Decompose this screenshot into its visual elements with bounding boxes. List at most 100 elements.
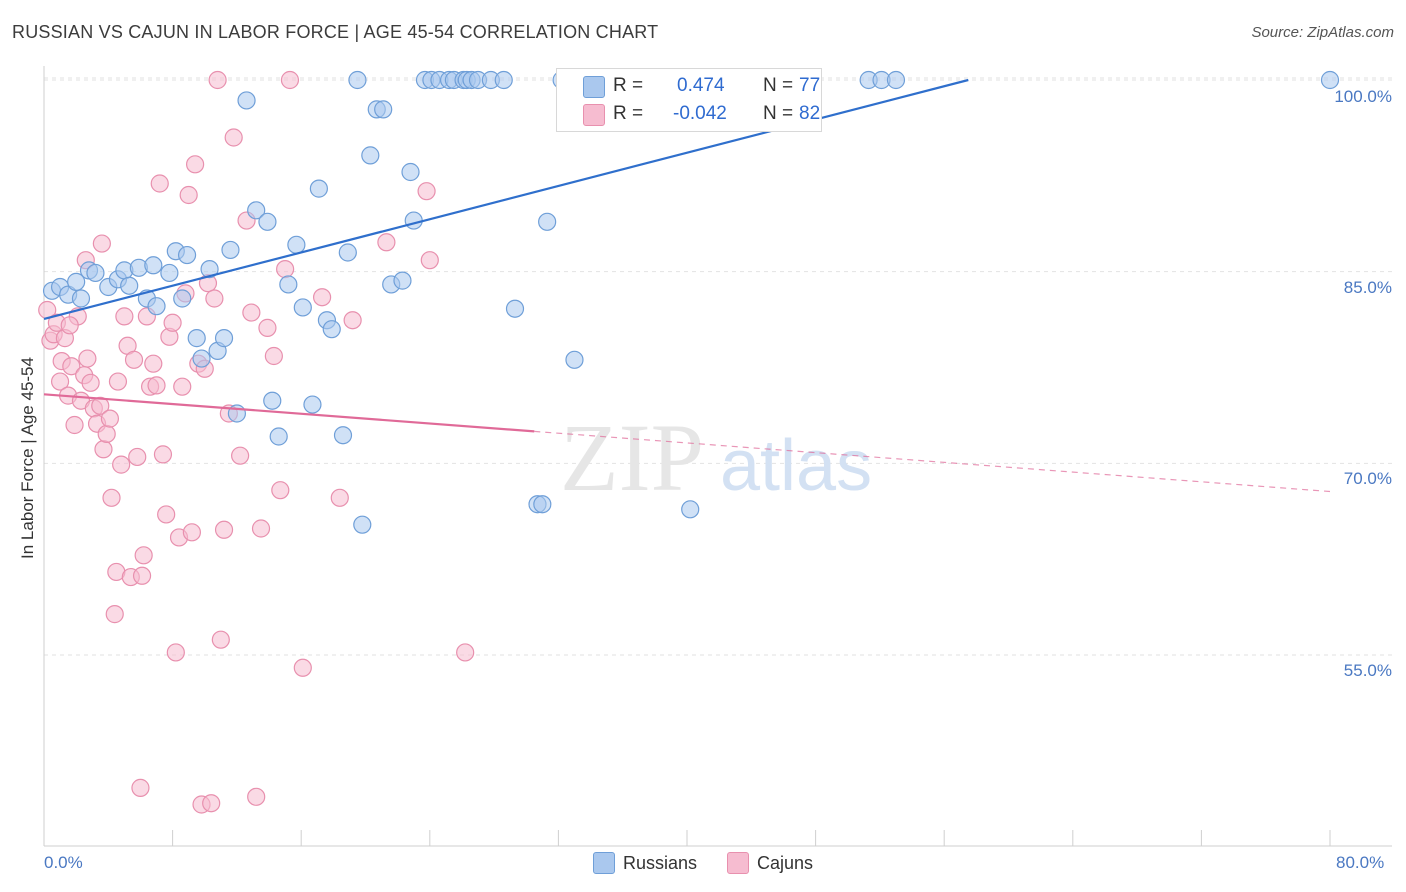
russians-point bbox=[401, 162, 420, 182]
cajuns-point bbox=[157, 505, 176, 524]
russians-point bbox=[279, 275, 298, 294]
russians-point bbox=[86, 263, 105, 283]
russians-point bbox=[309, 179, 328, 198]
cajuns-point bbox=[271, 481, 290, 500]
cajuns-trend-line bbox=[43, 393, 535, 433]
cajuns-point bbox=[179, 185, 198, 205]
cajuns-trend-extension bbox=[534, 430, 1331, 493]
cajuns-point bbox=[208, 70, 227, 90]
n-label: N = bbox=[763, 75, 794, 96]
cajuns-point bbox=[78, 349, 97, 368]
russians-point bbox=[200, 260, 219, 279]
watermark: ZIP atlas bbox=[560, 404, 872, 511]
cajuns-point bbox=[102, 488, 121, 507]
cajuns-point bbox=[343, 311, 362, 330]
series-russians bbox=[42, 70, 1340, 534]
cajuns-r-value: -0.042 bbox=[673, 103, 727, 124]
legend-item-cajuns[interactable]: Cajuns bbox=[727, 852, 813, 874]
cajuns-point bbox=[108, 372, 128, 391]
cajuns-point bbox=[173, 377, 192, 396]
cajuns-point bbox=[124, 350, 144, 369]
cajuns-point bbox=[211, 630, 230, 649]
russians-point bbox=[247, 201, 266, 220]
cajuns-point bbox=[144, 354, 163, 373]
cajuns-point bbox=[94, 440, 113, 459]
cajuns-swatch bbox=[583, 104, 605, 126]
russians-point bbox=[120, 276, 139, 295]
russians-point bbox=[494, 70, 513, 90]
cajuns-point bbox=[264, 346, 283, 366]
russians-legend-swatch bbox=[592, 852, 615, 874]
russians-point bbox=[263, 391, 282, 410]
n-label: N = bbox=[763, 103, 794, 124]
cajuns-point bbox=[293, 658, 312, 677]
legend-label-cajuns: Cajuns bbox=[757, 852, 814, 873]
russians-point bbox=[681, 500, 700, 519]
cajuns-point bbox=[115, 307, 134, 326]
r-label: R = bbox=[613, 75, 644, 96]
russians-point bbox=[144, 256, 163, 275]
watermark-zip: ZIP bbox=[560, 404, 704, 511]
cajuns-point bbox=[276, 260, 295, 279]
watermark-atlas: atlas bbox=[720, 426, 872, 506]
cajuns-point bbox=[105, 605, 124, 624]
cajuns-legend-swatch bbox=[727, 852, 749, 874]
legend-item-russians[interactable]: Russians bbox=[592, 852, 697, 874]
russians-point bbox=[393, 271, 412, 290]
russians-point bbox=[67, 272, 86, 291]
r-label: R = bbox=[613, 103, 644, 124]
cajuns-point bbox=[182, 523, 201, 542]
cajuns-point bbox=[132, 566, 152, 585]
russians-point bbox=[348, 70, 367, 90]
cajuns-point bbox=[153, 445, 173, 464]
russians-point bbox=[71, 289, 91, 308]
russians-point bbox=[886, 70, 906, 90]
russians-point bbox=[177, 245, 197, 265]
russians-point bbox=[322, 320, 341, 339]
cajuns-point bbox=[377, 233, 396, 252]
stats-legend: R = 0.474 N = 77 R = -0.042 N = 82 bbox=[556, 68, 822, 132]
cajuns-point bbox=[100, 409, 120, 428]
russians-point bbox=[404, 211, 423, 230]
russians-point bbox=[565, 350, 584, 369]
russians-point bbox=[333, 426, 353, 445]
cajuns-point bbox=[224, 128, 243, 147]
russians-r-value: 0.474 bbox=[677, 75, 725, 96]
cajuns-point bbox=[150, 174, 169, 193]
cajuns-point bbox=[202, 794, 221, 813]
cajuns-point bbox=[134, 546, 153, 565]
russians-point bbox=[287, 235, 306, 254]
russians-point bbox=[374, 100, 393, 119]
russians-point bbox=[505, 299, 525, 318]
y-tick-55: 55.0% bbox=[1343, 661, 1392, 680]
cajuns-point bbox=[91, 396, 110, 415]
cajuns-point bbox=[65, 415, 84, 435]
legend-label-russians: Russians bbox=[622, 852, 697, 873]
cajuns-point bbox=[456, 643, 475, 662]
cajuns-point bbox=[242, 303, 261, 322]
cajuns-point bbox=[81, 373, 100, 392]
cajuns-point bbox=[247, 787, 266, 806]
cajuns-point bbox=[214, 520, 234, 539]
cajuns-point bbox=[186, 155, 205, 174]
russians-point bbox=[269, 427, 288, 446]
cajuns-point bbox=[166, 643, 185, 662]
cajuns-point bbox=[60, 316, 79, 335]
cajuns-point bbox=[163, 313, 182, 332]
cajuns-point bbox=[92, 234, 111, 253]
russians-point bbox=[160, 263, 179, 283]
gridlines bbox=[44, 77, 1392, 656]
cajuns-point bbox=[131, 778, 150, 797]
russians-point bbox=[361, 146, 380, 165]
cajuns-point bbox=[312, 288, 332, 307]
y-tick-70: 70.0% bbox=[1343, 469, 1392, 488]
x-tick-min: 0.0% bbox=[44, 853, 83, 872]
russians-point bbox=[303, 395, 322, 414]
cajuns-point bbox=[258, 318, 277, 337]
x-tick-max: 80.0% bbox=[1336, 853, 1385, 872]
russians-n-value: 77 bbox=[799, 75, 821, 96]
russians-point bbox=[237, 91, 256, 110]
cajuns-point bbox=[417, 182, 436, 201]
series-cajuns bbox=[38, 70, 475, 814]
cajuns-point bbox=[62, 357, 81, 376]
